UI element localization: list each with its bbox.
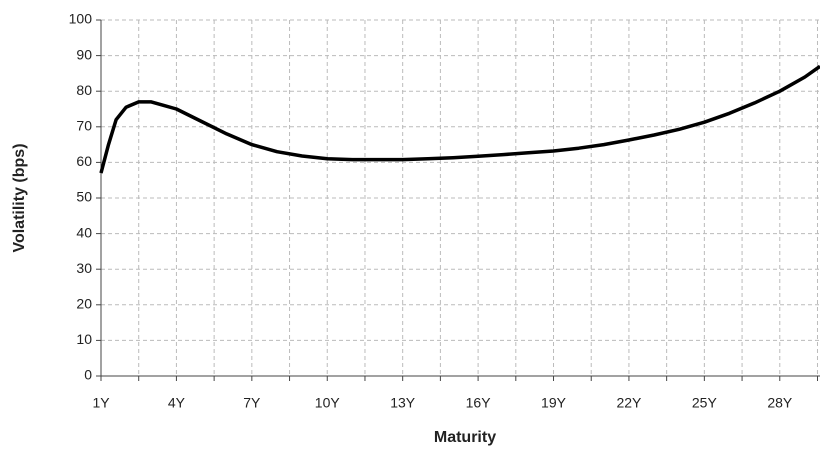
x-tick-label: 28Y bbox=[767, 395, 793, 411]
y-tick-label: 60 bbox=[76, 153, 92, 169]
y-tick-label: 20 bbox=[76, 296, 92, 312]
y-tick-label: 40 bbox=[76, 224, 92, 240]
x-tick-label: 16Y bbox=[466, 395, 492, 411]
x-tick-label: 4Y bbox=[168, 395, 186, 411]
x-tick-label: 25Y bbox=[692, 395, 718, 411]
y-tick-label: 50 bbox=[76, 189, 92, 205]
x-tick-label: 13Y bbox=[390, 395, 416, 411]
x-tick-label: 1Y bbox=[92, 395, 110, 411]
y-tick-label: 100 bbox=[69, 11, 93, 27]
y-tick-label: 30 bbox=[76, 260, 92, 276]
y-tick-label: 90 bbox=[76, 46, 92, 62]
x-tick-label: 22Y bbox=[616, 395, 642, 411]
y-tick-label: 0 bbox=[84, 367, 92, 383]
x-axis-label: Maturity bbox=[434, 429, 496, 446]
y-tick-label: 70 bbox=[76, 118, 92, 134]
y-tick-label: 80 bbox=[76, 82, 92, 98]
y-axis-label: Volatility (bps) bbox=[11, 143, 28, 252]
x-tick-label: 19Y bbox=[541, 395, 567, 411]
x-tick-label: 7Y bbox=[243, 395, 261, 411]
x-tick-label: 10Y bbox=[315, 395, 341, 411]
y-tick-label: 10 bbox=[76, 331, 92, 347]
line-series bbox=[99, 64, 820, 174]
